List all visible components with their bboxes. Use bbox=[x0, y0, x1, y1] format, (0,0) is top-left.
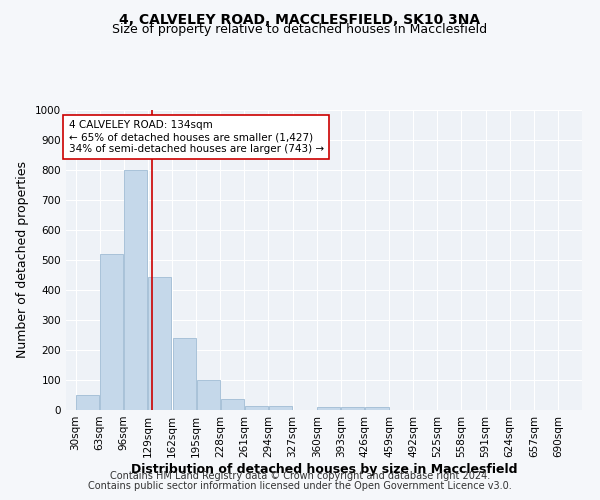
Bar bbox=[245, 406, 268, 410]
Bar bbox=[317, 407, 340, 410]
Text: 4, CALVELEY ROAD, MACCLESFIELD, SK10 3NA: 4, CALVELEY ROAD, MACCLESFIELD, SK10 3NA bbox=[119, 12, 481, 26]
Text: 4 CALVELEY ROAD: 134sqm
← 65% of detached houses are smaller (1,427)
34% of semi: 4 CALVELEY ROAD: 134sqm ← 65% of detache… bbox=[68, 120, 324, 154]
Y-axis label: Number of detached properties: Number of detached properties bbox=[16, 162, 29, 358]
Bar bbox=[100, 254, 123, 410]
Bar bbox=[221, 398, 244, 410]
X-axis label: Distribution of detached houses by size in Macclesfield: Distribution of detached houses by size … bbox=[131, 462, 517, 475]
Bar bbox=[269, 406, 292, 410]
Bar bbox=[76, 395, 99, 410]
Bar bbox=[124, 170, 148, 410]
Bar bbox=[173, 338, 196, 410]
Bar bbox=[365, 407, 389, 410]
Bar bbox=[197, 380, 220, 410]
Text: Contains public sector information licensed under the Open Government Licence v3: Contains public sector information licen… bbox=[88, 481, 512, 491]
Text: Contains HM Land Registry data © Crown copyright and database right 2024.: Contains HM Land Registry data © Crown c… bbox=[110, 471, 490, 481]
Text: Size of property relative to detached houses in Macclesfield: Size of property relative to detached ho… bbox=[112, 22, 488, 36]
Bar bbox=[341, 407, 364, 410]
Bar bbox=[148, 276, 172, 410]
